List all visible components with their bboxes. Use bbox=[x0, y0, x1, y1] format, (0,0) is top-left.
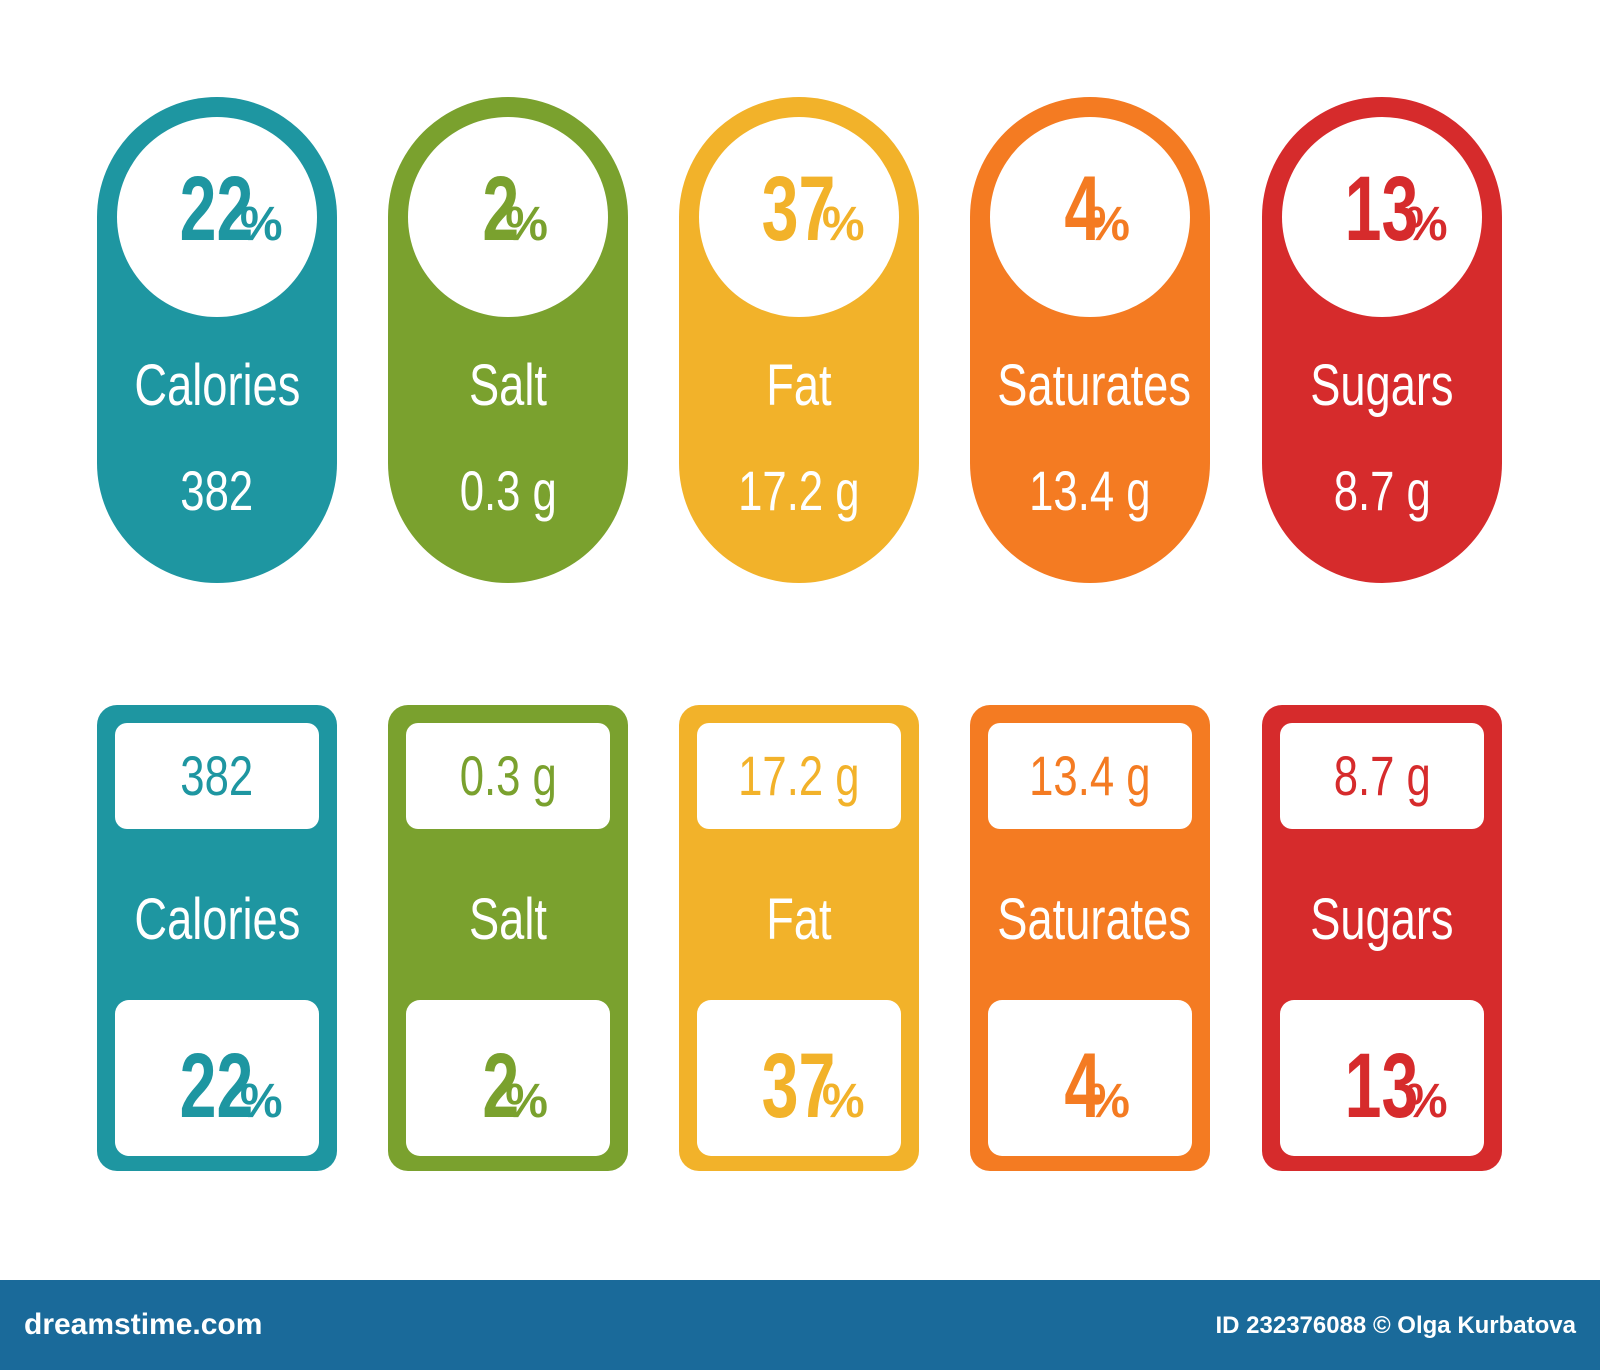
capsule-label-fat: 37% Fat 17.2 g bbox=[679, 97, 919, 583]
capsule-label-sugars: 13% Sugars 8.7 g bbox=[1262, 97, 1502, 583]
nutrient-name: Calories bbox=[134, 887, 300, 952]
percent-value: 4 bbox=[1064, 1035, 1102, 1137]
percent-box: 37% bbox=[697, 1000, 901, 1156]
percent-box: 4% bbox=[988, 1000, 1192, 1156]
nutrient-name: Salt bbox=[469, 887, 547, 952]
percent-value: 22 bbox=[180, 158, 254, 260]
percent-sign: % bbox=[505, 1075, 548, 1128]
percent-circle: 22% bbox=[117, 117, 317, 317]
amount-box: 17.2 g bbox=[697, 723, 901, 829]
percent-value: 2 bbox=[482, 158, 520, 260]
footer-bar: dreamstime.com ID 232376088 © Olga Kurba… bbox=[0, 1280, 1600, 1370]
percent-sign: % bbox=[821, 1075, 865, 1128]
amount-box: 0.3 g bbox=[406, 723, 610, 829]
percent-value: 37 bbox=[762, 1035, 836, 1137]
percent-value: 22 bbox=[180, 1035, 254, 1137]
percent-box: 2% bbox=[406, 1000, 610, 1156]
percent-sign: % bbox=[1404, 1075, 1448, 1128]
nutrient-amount: 13.4 g bbox=[1029, 459, 1151, 522]
capsule-label-calories: 22% Calories 382 bbox=[97, 97, 337, 583]
nutrient-amount: 8.7 g bbox=[1333, 744, 1431, 807]
nutrient-amount: 0.3 g bbox=[459, 744, 557, 807]
capsule-label-saturates: 4% Saturates 13.4 g bbox=[970, 97, 1210, 583]
nutrient-name: Calories bbox=[134, 353, 300, 418]
nutrient-amount: 382 bbox=[180, 744, 254, 807]
nutrient-name: Saturates bbox=[997, 887, 1191, 952]
percent-circle: 37% bbox=[699, 117, 899, 317]
nutrient-name: Saturates bbox=[997, 353, 1191, 418]
amount-box: 8.7 g bbox=[1280, 723, 1484, 829]
brand-logo-text: dreamstime.com bbox=[24, 1308, 263, 1341]
percent-sign: % bbox=[1087, 198, 1130, 251]
tag-label-sugars: 8.7 g Sugars 13% bbox=[1262, 705, 1502, 1171]
tag-label-salt: 0.3 g Salt 2% bbox=[388, 705, 628, 1171]
image-credit: ID 232376088 © Olga Kurbatova bbox=[1215, 1312, 1576, 1339]
nutrient-amount: 17.2 g bbox=[738, 744, 860, 807]
nutrient-amount: 13.4 g bbox=[1029, 744, 1151, 807]
nutrient-name: Salt bbox=[469, 353, 547, 418]
percent-box: 22% bbox=[115, 1000, 319, 1156]
nutrient-amount: 8.7 g bbox=[1333, 459, 1431, 522]
capsule-label-salt: 2% Salt 0.3 g bbox=[388, 97, 628, 583]
nutrient-name: Sugars bbox=[1310, 353, 1454, 418]
percent-sign: % bbox=[505, 198, 548, 251]
percent-box: 13% bbox=[1280, 1000, 1484, 1156]
percent-sign: % bbox=[1087, 1075, 1130, 1128]
percent-sign: % bbox=[239, 198, 283, 251]
percent-circle: 2% bbox=[408, 117, 608, 317]
amount-box: 13.4 g bbox=[988, 723, 1192, 829]
percent-sign: % bbox=[821, 198, 865, 251]
percent-value: 13 bbox=[1345, 158, 1419, 260]
nutrient-name: Sugars bbox=[1310, 887, 1454, 952]
tag-label-calories: 382 Calories 22% bbox=[97, 705, 337, 1171]
nutrient-name: Fat bbox=[766, 353, 832, 418]
percent-circle: 13% bbox=[1282, 117, 1482, 317]
nutrient-amount: 382 bbox=[180, 459, 254, 522]
percent-value: 13 bbox=[1345, 1035, 1419, 1137]
percent-sign: % bbox=[239, 1075, 283, 1128]
percent-value: 2 bbox=[482, 1035, 520, 1137]
nutrient-amount: 17.2 g bbox=[738, 459, 860, 522]
percent-value: 4 bbox=[1064, 158, 1102, 260]
tag-label-fat: 17.2 g Fat 37% bbox=[679, 705, 919, 1171]
nutrient-amount: 0.3 g bbox=[459, 459, 557, 522]
percent-circle: 4% bbox=[990, 117, 1190, 317]
nutrient-name: Fat bbox=[766, 887, 832, 952]
tag-label-saturates: 13.4 g Saturates 4% bbox=[970, 705, 1210, 1171]
amount-box: 382 bbox=[115, 723, 319, 829]
percent-sign: % bbox=[1404, 198, 1448, 251]
percent-value: 37 bbox=[762, 158, 836, 260]
